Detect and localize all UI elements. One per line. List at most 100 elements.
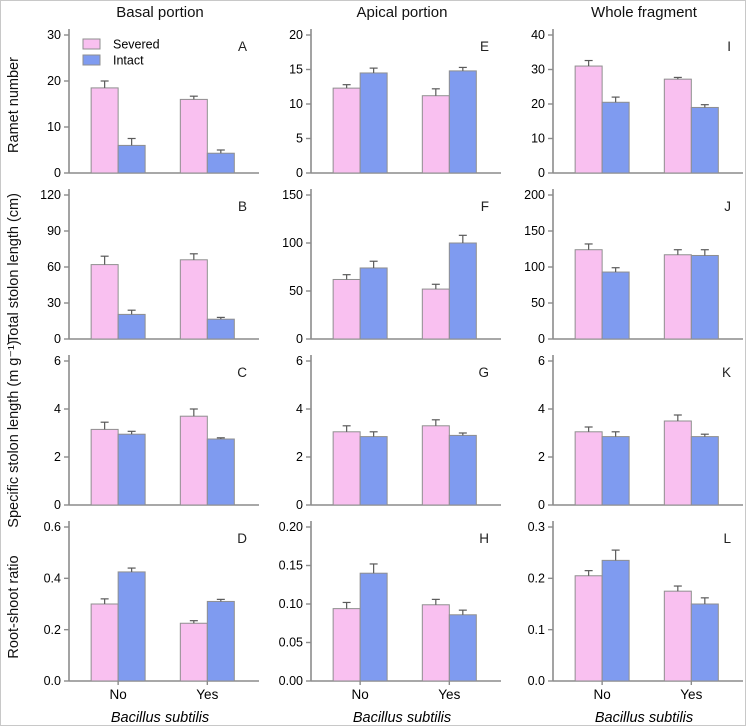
x-axis-title: Bacillus subtilis bbox=[595, 710, 693, 726]
y-tick-label: 150 bbox=[524, 224, 545, 238]
bar-intact-no bbox=[117, 144, 146, 174]
panel-letter-h: H bbox=[479, 531, 489, 546]
bar-intact-no bbox=[359, 572, 388, 682]
bar-severed-yes bbox=[421, 95, 450, 174]
y-tick-label: 0 bbox=[54, 498, 61, 512]
panel-letter-a: A bbox=[238, 39, 247, 54]
error-bar-severed-no bbox=[584, 59, 593, 67]
error-bar-severed-yes bbox=[431, 283, 440, 290]
bar-intact-yes bbox=[690, 106, 719, 174]
x-axis-title: Bacillus subtilis bbox=[111, 710, 209, 726]
y-tick-label: 120 bbox=[40, 188, 61, 202]
panel-E-chart: 0 5 10 15 20 E bbox=[289, 28, 501, 180]
error-bar-intact-yes bbox=[216, 437, 225, 439]
y-tick-label: 5 bbox=[296, 132, 303, 146]
bar-severed-no bbox=[574, 575, 603, 682]
y-tick-label: 6 bbox=[54, 354, 61, 368]
panel-H-chart: 0.00 0.05 0.10 0.15 0.20 H No Yes Bacillus subti… bbox=[279, 520, 501, 725]
error-bar-intact-yes bbox=[216, 598, 225, 602]
error-bar-intact-no bbox=[127, 430, 136, 435]
error-bar-severed-no bbox=[342, 84, 351, 89]
bar-intact-yes bbox=[206, 318, 235, 340]
bar-intact-yes bbox=[206, 600, 235, 682]
bar-severed-yes bbox=[179, 415, 208, 506]
error-bar-intact-no bbox=[369, 260, 378, 268]
error-bar-intact-yes bbox=[216, 149, 225, 154]
x-tick-label-yes: Yes bbox=[680, 687, 702, 702]
panel-A-chart: 0 10 20 30 A Severed Intact bbox=[47, 28, 259, 180]
x-tick-label-no: No bbox=[352, 687, 369, 702]
y-tick-label: 0.4 bbox=[44, 572, 61, 586]
error-bar-severed-no bbox=[100, 421, 109, 430]
error-bar-intact-yes bbox=[458, 432, 467, 436]
legend-swatch-severed bbox=[82, 38, 101, 50]
error-bar-severed-yes bbox=[673, 414, 682, 421]
y-tick-label: 4 bbox=[538, 402, 545, 416]
error-bar-intact-yes bbox=[700, 597, 709, 604]
error-bar-severed-no bbox=[100, 80, 109, 88]
y-tick-label: 2 bbox=[538, 450, 545, 464]
y-tick-label: 0.2 bbox=[528, 572, 545, 586]
error-bar-intact-yes bbox=[700, 104, 709, 108]
error-bar-severed-yes bbox=[189, 253, 198, 260]
bar-intact-no bbox=[601, 436, 630, 506]
y-tick-label: 0.10 bbox=[279, 597, 303, 611]
error-bar-intact-yes bbox=[216, 316, 225, 320]
ylabel-root-shoot-ratio: Root-shoot ratio bbox=[6, 555, 22, 659]
y-tick-label: 0.3 bbox=[528, 520, 545, 534]
error-bar-severed-no bbox=[342, 601, 351, 609]
y-tick-label: 10 bbox=[531, 132, 545, 146]
y-tick-label: 0 bbox=[54, 166, 61, 180]
bar-intact-no bbox=[601, 271, 630, 340]
error-bar-intact-no bbox=[369, 431, 378, 437]
bar-intact-yes bbox=[448, 242, 477, 340]
error-bar-severed-yes bbox=[673, 249, 682, 255]
y-tick-label: 100 bbox=[282, 236, 303, 250]
legend-label-intact: Intact bbox=[113, 54, 144, 68]
bar-intact-yes bbox=[448, 434, 477, 506]
bar-intact-yes bbox=[206, 152, 235, 174]
y-tick-label: 0.1 bbox=[528, 623, 545, 637]
bar-severed-yes bbox=[663, 420, 692, 506]
y-tick-label: 0.2 bbox=[44, 623, 61, 637]
y-tick-label: 90 bbox=[47, 224, 61, 238]
y-tick-label: 0.00 bbox=[279, 674, 303, 688]
y-tick-label: 20 bbox=[47, 74, 61, 88]
error-bar-severed-no bbox=[100, 255, 109, 265]
bar-severed-yes bbox=[421, 288, 450, 340]
error-bar-intact-no bbox=[611, 96, 620, 103]
panel-B-chart: 0 30 60 90 120 B bbox=[40, 188, 259, 346]
bar-severed-no bbox=[332, 608, 361, 682]
bar-severed-yes bbox=[179, 98, 208, 174]
y-tick-label: 0.0 bbox=[528, 674, 545, 688]
y-tick-label: 0 bbox=[296, 498, 303, 512]
y-tick-label: 100 bbox=[524, 260, 545, 274]
bar-severed-yes bbox=[421, 604, 450, 682]
error-bar-intact-yes bbox=[458, 66, 467, 71]
bar-severed-no bbox=[332, 431, 361, 506]
y-tick-label: 40 bbox=[531, 28, 545, 42]
bar-severed-no bbox=[332, 278, 361, 340]
bar-intact-yes bbox=[448, 70, 477, 174]
ylabel-total-stolon-length: Total stolon length (cm) bbox=[6, 193, 22, 343]
y-tick-label: 0.05 bbox=[279, 636, 303, 650]
panel-letter-j: J bbox=[724, 199, 731, 214]
error-bar-severed-no bbox=[100, 598, 109, 604]
bar-intact-no bbox=[359, 267, 388, 340]
error-bar-severed-yes bbox=[673, 76, 682, 80]
panel-K-chart: 0 2 4 6 K bbox=[538, 354, 743, 512]
bar-severed-yes bbox=[179, 259, 208, 340]
y-tick-label: 0.0 bbox=[44, 674, 61, 688]
panel-letter-i: I bbox=[727, 39, 731, 54]
bar-severed-no bbox=[332, 87, 361, 174]
error-bar-severed-yes bbox=[189, 408, 198, 417]
y-tick-label: 30 bbox=[47, 296, 61, 310]
panel-D-chart: 0.0 0.2 0.4 0.6 D No Yes Bacillus subtilis bbox=[44, 520, 259, 726]
bar-severed-yes bbox=[663, 78, 692, 174]
bar-intact-no bbox=[117, 313, 146, 340]
x-tick-label-no: No bbox=[110, 687, 127, 702]
y-tick-label: 60 bbox=[47, 260, 61, 274]
y-tick-label: 4 bbox=[54, 402, 61, 416]
panel-letter-l: L bbox=[723, 531, 731, 546]
